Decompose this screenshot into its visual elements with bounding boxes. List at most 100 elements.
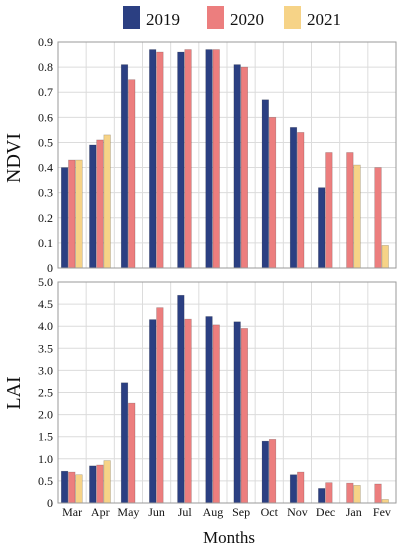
lai-grid bbox=[58, 281, 396, 504]
ndvi-bar-2019-mar bbox=[60, 167, 69, 269]
ndvi-y-tick-label: 0.4 bbox=[38, 161, 53, 175]
ndvi-bar-2020-mar bbox=[68, 159, 76, 269]
ndvi-bar-2019-nov bbox=[289, 127, 298, 269]
lai-bar-2020-aug bbox=[212, 324, 220, 504]
lai-panel: 0 0.5 1.0 1.5 2.0 2.5 3.0 3.5 4.0 4.5 5.0 LAI bbox=[3, 275, 397, 510]
lai-y-tick-label: 2.0 bbox=[38, 408, 53, 422]
ndvi-bar-2019-jun bbox=[149, 49, 157, 269]
ndvi-bar-2019-aug bbox=[205, 49, 213, 269]
x-tick-label-jul: Jul bbox=[178, 505, 193, 519]
lai-bar-2019-dec bbox=[318, 488, 326, 504]
ndvi-bar-2020-fev bbox=[374, 167, 382, 269]
x-tick-label-oct: Oct bbox=[261, 505, 279, 519]
ndvi-bar-2021-mar bbox=[75, 159, 83, 269]
ndvi-bar-2021-apr bbox=[103, 134, 111, 269]
legend-swatch-2021 bbox=[284, 6, 301, 29]
lai-bar-2019-aug bbox=[205, 316, 213, 504]
lai-bars bbox=[60, 294, 389, 504]
ndvi-y-tick-label: 0.2 bbox=[38, 211, 53, 225]
ndvi-bar-2019-jul bbox=[177, 51, 185, 269]
lai-y-tick-label: 1.0 bbox=[38, 452, 53, 466]
ndvi-bar-2019-apr bbox=[89, 144, 97, 269]
ndvi-bar-2019-sep bbox=[233, 64, 241, 269]
ndvi-bar-2020-nov bbox=[297, 132, 305, 269]
lai-bar-2020-jan bbox=[346, 482, 354, 504]
ndvi-bar-2020-jul bbox=[184, 49, 192, 269]
ndvi-bar-2021-jan bbox=[353, 164, 361, 269]
lai-bar-2019-oct bbox=[261, 440, 269, 504]
ndvi-bar-2020-may bbox=[128, 79, 136, 269]
lai-y-tick-label: 0 bbox=[47, 496, 53, 510]
lai-bar-2019-jun bbox=[149, 319, 157, 504]
lai-bar-2019-may bbox=[120, 382, 129, 504]
lai-y-ticks: 0 0.5 1.0 1.5 2.0 2.5 3.0 3.5 4.0 4.5 5.0 bbox=[38, 275, 53, 510]
ndvi-y-tick-label: 0.7 bbox=[38, 85, 53, 99]
x-tick-label-dec: Dec bbox=[316, 505, 335, 519]
lai-bar-2020-mar bbox=[68, 471, 76, 504]
ndvi-bar-2020-jun bbox=[156, 51, 164, 269]
ndvi-y-tick-label: 0.3 bbox=[38, 186, 53, 200]
lai-bar-2019-mar bbox=[60, 470, 69, 504]
lai-y-axis-label: LAI bbox=[3, 376, 25, 409]
lai-bar-2020-sep bbox=[240, 328, 248, 504]
x-tick-label-apr: Apr bbox=[91, 505, 110, 519]
ndvi-bar-2020-apr bbox=[96, 139, 104, 269]
legend: 2019 2020 2021 bbox=[123, 6, 341, 29]
ndvi-y-tick-label: 0 bbox=[47, 261, 53, 275]
ndvi-grid bbox=[58, 41, 396, 269]
x-tick-labels: Mar Apr May Jun Jul Aug Sep Oct Nov Dec Jan Fev bbox=[62, 505, 391, 519]
ndvi-y-tick-label: 0.6 bbox=[38, 110, 53, 124]
lai-bar-2019-sep bbox=[233, 321, 241, 504]
ndvi-bar-2020-sep bbox=[240, 66, 248, 269]
ndvi-bar-2020-oct bbox=[268, 117, 277, 269]
ndvi-plot-frame bbox=[57, 41, 397, 269]
lai-bar-2020-fev bbox=[374, 483, 382, 504]
ndvi-y-tick-label: 0.8 bbox=[38, 60, 53, 74]
x-axis-label: Months bbox=[203, 528, 255, 547]
lai-y-tick-label: 0.5 bbox=[38, 474, 53, 488]
ndvi-bar-2020-aug bbox=[212, 49, 220, 269]
lai-bar-2020-jun bbox=[156, 307, 164, 504]
ndvi-y-axis-label: NDVI bbox=[3, 133, 25, 183]
lai-bar-2020-may bbox=[128, 402, 136, 504]
lai-bar-2019-nov bbox=[289, 474, 298, 504]
lai-bar-2019-jul bbox=[177, 294, 185, 504]
lai-y-tick-label: 3.0 bbox=[38, 363, 53, 377]
legend-label-2019: 2019 bbox=[146, 10, 180, 29]
ndvi-bar-2019-may bbox=[120, 64, 129, 269]
ndvi-y-ticks: 0 0.1 0.2 0.3 0.4 0.5 0.6 0.7 0.8 0.9 bbox=[38, 35, 53, 275]
ndvi-panel: 0 0.1 0.2 0.3 0.4 0.5 0.6 0.7 0.8 0.9 NDVI bbox=[3, 35, 397, 275]
lai-bar-2021-jan bbox=[353, 485, 361, 504]
ndvi-bar-2020-dec bbox=[325, 152, 333, 269]
lai-bar-2020-oct bbox=[268, 439, 277, 504]
ndvi-bar-2021-fev bbox=[381, 245, 389, 269]
ndvi-y-tick-label: 0.9 bbox=[38, 35, 53, 49]
legend-label-2020: 2020 bbox=[230, 10, 264, 29]
lai-y-tick-label: 5.0 bbox=[38, 275, 53, 289]
ndvi-y-tick-label: 0.1 bbox=[38, 236, 53, 250]
x-tick-label-aug: Aug bbox=[203, 505, 224, 519]
x-tick-label-nov: Nov bbox=[287, 505, 308, 519]
x-tick-label-may: May bbox=[117, 505, 139, 519]
x-tick-label-jun: Jun bbox=[148, 505, 165, 519]
legend-swatch-2020 bbox=[207, 6, 224, 29]
ndvi-bars bbox=[60, 49, 389, 269]
lai-bar-2020-nov bbox=[297, 471, 305, 504]
lai-bar-2021-mar bbox=[75, 474, 83, 504]
x-tick-label-fev: Fev bbox=[373, 505, 391, 519]
x-tick-label-mar: Mar bbox=[62, 505, 82, 519]
lai-bar-2021-apr bbox=[103, 460, 111, 504]
lai-bar-2019-apr bbox=[89, 465, 97, 504]
ndvi-y-tick-label: 0.5 bbox=[38, 135, 53, 149]
lai-y-tick-label: 4.0 bbox=[38, 319, 53, 333]
lai-bar-2020-dec bbox=[325, 482, 333, 504]
lai-bar-2021-fev bbox=[381, 499, 389, 504]
ndvi-bar-2019-oct bbox=[261, 99, 269, 269]
legend-label-2021: 2021 bbox=[307, 10, 341, 29]
ndvi-bar-2020-jan bbox=[346, 152, 354, 269]
lai-plot-frame bbox=[57, 281, 397, 504]
lai-y-tick-label: 3.5 bbox=[38, 341, 53, 355]
lai-bar-2020-apr bbox=[96, 464, 104, 504]
lai-y-tick-label: 2.5 bbox=[38, 386, 53, 400]
